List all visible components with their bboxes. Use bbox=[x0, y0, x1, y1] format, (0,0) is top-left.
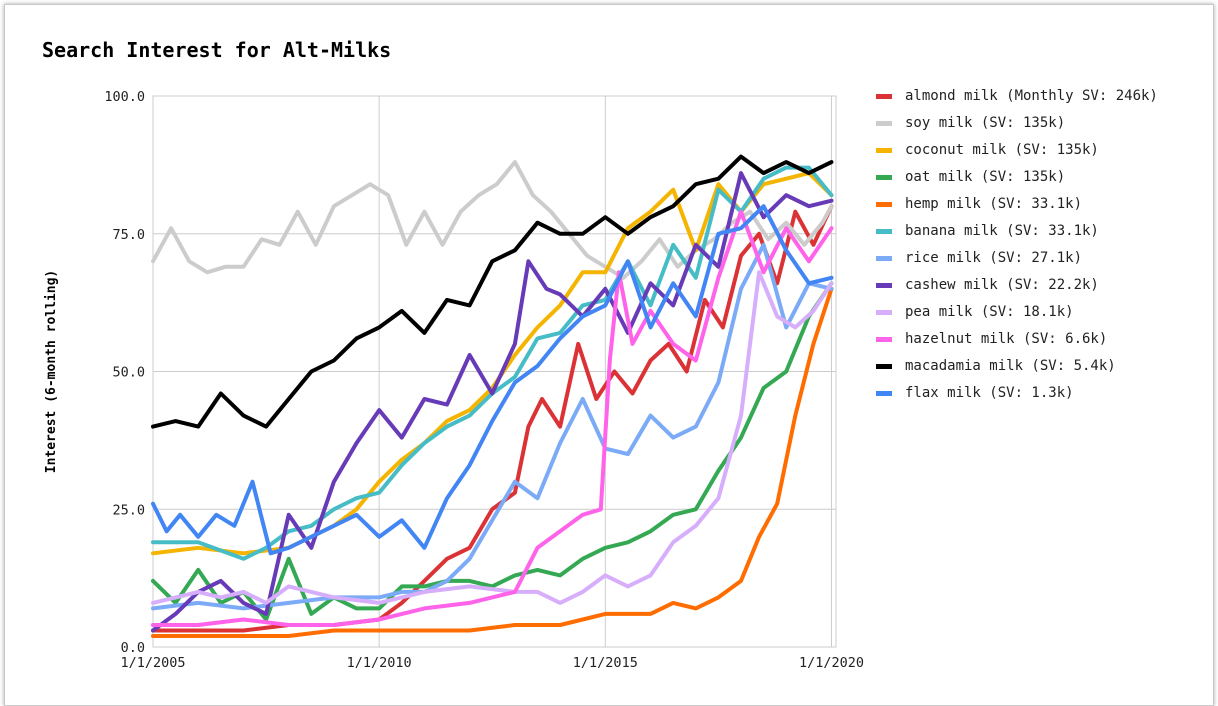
y-tick-label: 50.0 bbox=[112, 365, 145, 381]
legend-swatch bbox=[876, 337, 892, 342]
legend-item: banana milk (SV: 33.1k) bbox=[876, 223, 1176, 239]
legend-item: macadamia milk (SV: 5.4k) bbox=[876, 358, 1176, 374]
legend-label: flax milk (SV: 1.3k) bbox=[905, 385, 1074, 401]
legend-swatch bbox=[876, 283, 892, 288]
legend-label: coconut milk (SV: 135k) bbox=[905, 142, 1099, 158]
legend-swatch bbox=[876, 310, 892, 315]
legend-item: flax milk (SV: 1.3k) bbox=[876, 385, 1176, 401]
legend-item: cashew milk (SV: 22.2k) bbox=[876, 277, 1176, 293]
legend-label: banana milk (SV: 33.1k) bbox=[905, 223, 1099, 239]
legend-label: pea milk (SV: 18.1k) bbox=[905, 304, 1074, 320]
series-line-9 bbox=[151, 270, 834, 605]
x-tick-label: 1/1/2010 bbox=[347, 655, 412, 671]
series-line-6 bbox=[151, 165, 834, 561]
legend-swatch bbox=[876, 256, 892, 261]
series-line-11 bbox=[151, 154, 834, 429]
y-tick-label: 75.0 bbox=[112, 227, 145, 243]
legend-label: hazelnut milk (SV: 6.6k) bbox=[905, 331, 1108, 347]
legend-swatch bbox=[876, 364, 892, 369]
series-line-10 bbox=[151, 209, 834, 627]
legend-item: hazelnut milk (SV: 6.6k) bbox=[876, 331, 1176, 347]
legend-label: oat milk (SV: 135k) bbox=[905, 169, 1066, 185]
y-tick-label: 100.0 bbox=[104, 89, 145, 105]
legend-item: rice milk (SV: 27.1k) bbox=[876, 250, 1176, 266]
chart-plot: 0.0 25.0 50.0 75.0 100.0 1/1/2005 1/1/2010 1/1/… bbox=[44, 89, 864, 671]
legend-label: cashew milk (SV: 22.2k) bbox=[905, 277, 1099, 293]
legend-item: oat milk (SV: 135k) bbox=[876, 169, 1176, 185]
legend-label: soy milk (SV: 135k) bbox=[905, 115, 1066, 131]
y-tick-label: 0.0 bbox=[121, 640, 145, 656]
x-tick-label: 1/1/2015 bbox=[573, 655, 638, 671]
series-line-8 bbox=[151, 171, 834, 633]
y-axis-title: Interest (6-month rolling) bbox=[44, 270, 59, 474]
legend-swatch bbox=[876, 391, 892, 396]
legend-swatch bbox=[876, 229, 892, 234]
chart-title: Search Interest for Alt-Milks bbox=[42, 38, 392, 62]
legend-label: rice milk (SV: 27.1k) bbox=[905, 250, 1083, 266]
y-tick-label: 25.0 bbox=[112, 502, 145, 518]
legend-item: coconut milk (SV: 135k) bbox=[876, 142, 1176, 158]
legend-item: almond milk (Monthly SV: 246k) bbox=[876, 88, 1176, 104]
legend-item: pea milk (SV: 18.1k) bbox=[876, 304, 1176, 320]
series-line-5 bbox=[151, 286, 834, 638]
legend-label: almond milk (Monthly SV: 246k) bbox=[905, 88, 1158, 104]
legend-label: hemp milk (SV: 33.1k) bbox=[905, 196, 1083, 212]
chart-legend: almond milk (Monthly SV: 246k) soy milk (… bbox=[876, 88, 1176, 412]
legend-swatch bbox=[876, 121, 892, 126]
legend-label: macadamia milk (SV: 5.4k) bbox=[905, 358, 1116, 374]
legend-item: soy milk (SV: 135k) bbox=[876, 115, 1176, 131]
legend-swatch bbox=[876, 202, 892, 207]
series-line-12 bbox=[151, 204, 834, 556]
legend-swatch bbox=[876, 94, 892, 99]
series-line-4 bbox=[151, 281, 834, 622]
x-tick-label: 1/1/2020 bbox=[799, 655, 864, 671]
x-tick-label: 1/1/2005 bbox=[120, 655, 185, 671]
legend-swatch bbox=[876, 148, 892, 153]
legend-item: hemp milk (SV: 33.1k) bbox=[876, 196, 1176, 212]
legend-swatch bbox=[876, 175, 892, 180]
